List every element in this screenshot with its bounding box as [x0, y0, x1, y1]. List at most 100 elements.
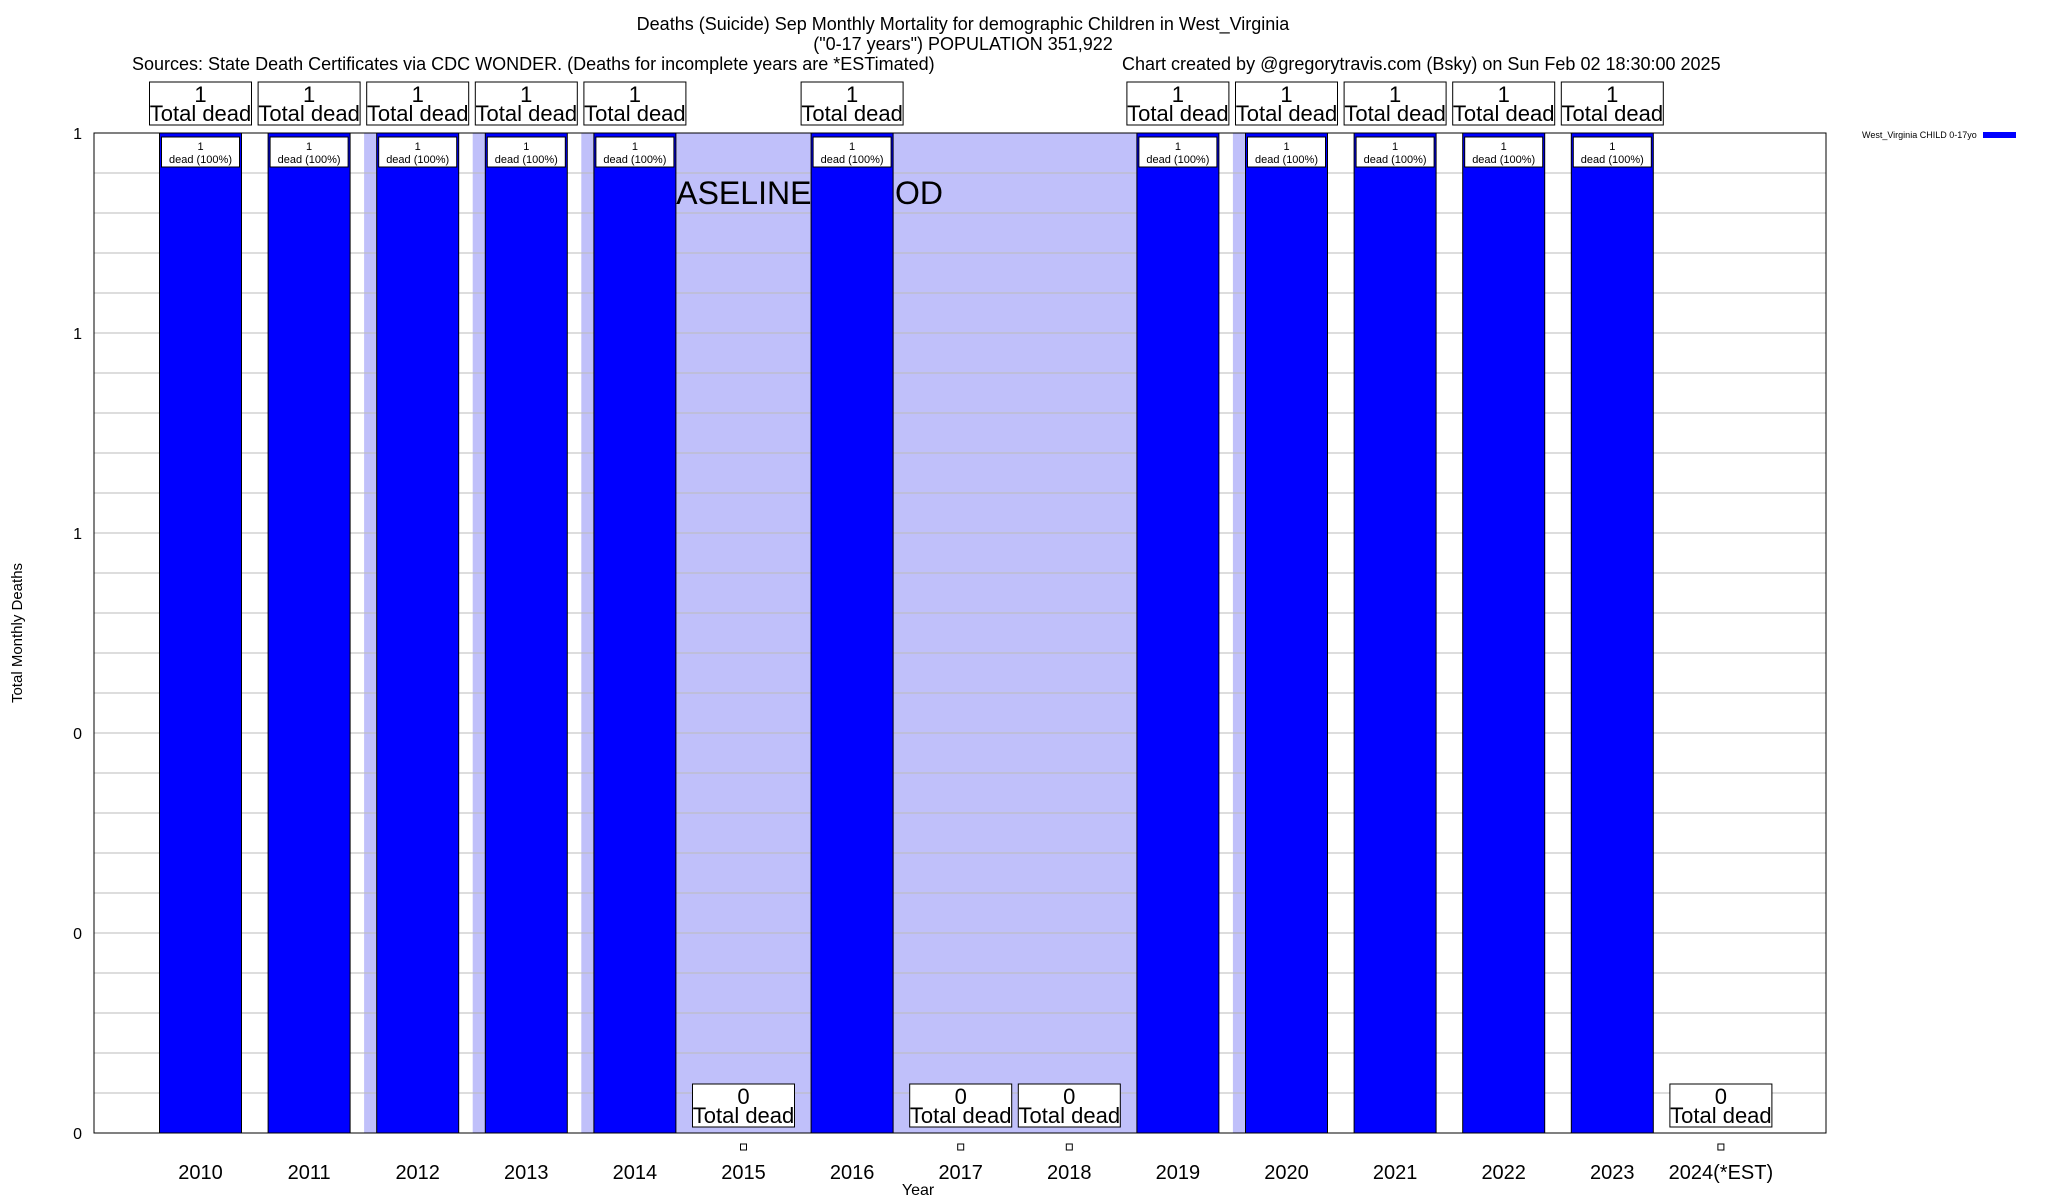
- bar-label-box: [1138, 136, 1218, 168]
- x-tick-label-2020: 2020: [1264, 1162, 1309, 1184]
- zero-marker-2018: [1065, 1143, 1073, 1151]
- x-tick-label-2022: 2022: [1481, 1162, 1526, 1184]
- total-label-text: Total dead: [1019, 1103, 1121, 1128]
- total-label-box: [1452, 81, 1556, 126]
- total-label-value: 1: [303, 82, 315, 107]
- bar-label-value: 1: [1175, 141, 1181, 153]
- total-label-box: [1235, 81, 1338, 126]
- bar-2016: [810, 132, 894, 1134]
- total-label-text: Total dead: [693, 1103, 795, 1128]
- total-label-box: [257, 81, 361, 126]
- bar-2020: [1245, 132, 1328, 1134]
- bar-label-value: 1: [1283, 141, 1289, 153]
- y-tick-label: 1: [73, 526, 82, 543]
- bar-2019: [1136, 132, 1220, 1134]
- total-label-value: 1: [1606, 82, 1618, 107]
- legend-swatch: [1982, 132, 2016, 138]
- bar-label-value: 1: [1609, 141, 1615, 153]
- bar-label-text: dead (100%): [1146, 154, 1209, 166]
- total-label-value: 1: [1498, 82, 1510, 107]
- bar-label-value: 1: [632, 141, 638, 153]
- chart-title: Deaths (Suicide) Sep Monthly Mortality f…: [636, 14, 1290, 34]
- bar-2021: [1353, 132, 1437, 1134]
- x-tick-label-2016: 2016: [830, 1162, 875, 1184]
- bar-label-box: [486, 136, 566, 168]
- bar-2011: [267, 132, 351, 1134]
- x-tick-label-2021: 2021: [1373, 1162, 1418, 1184]
- total-label-value: 1: [412, 82, 424, 107]
- total-label-text: Total dead: [584, 101, 686, 126]
- total-label-box: [800, 81, 904, 126]
- x-tick-label-2013: 2013: [504, 1162, 549, 1184]
- total-label-box: [1669, 1083, 1773, 1128]
- bar-label-box: [1572, 136, 1652, 168]
- total-label-text: Total dead: [910, 1103, 1012, 1128]
- plot-border: [93, 132, 1827, 1134]
- total-label-box: [1017, 1083, 1121, 1128]
- credit-note: Chart created by @gregorytravis.com (Bsk…: [1122, 54, 1721, 74]
- total-label-box: [366, 81, 470, 126]
- total-label-box: [1560, 81, 1664, 126]
- total-label-text: Total dead: [1670, 1103, 1772, 1128]
- bar-label-text: dead (100%): [495, 154, 558, 166]
- bar-label-text: dead (100%): [386, 154, 449, 166]
- bar-label-value: 1: [415, 141, 421, 153]
- zero-marker-2017: [957, 1143, 965, 1151]
- total-label-box: [149, 81, 252, 126]
- total-label-text: Total dead: [1344, 101, 1446, 126]
- total-label-value: 1: [846, 82, 858, 107]
- bar-label-box: [161, 136, 240, 168]
- legend-label: West_Virginia CHILD 0-17yo: [1862, 130, 1977, 140]
- bar-label-box: [595, 136, 675, 168]
- x-tick-label-2014: 2014: [613, 1162, 658, 1184]
- x-tick-label-2019: 2019: [1156, 1162, 1201, 1184]
- y-axis-label: Total Monthly Deaths: [9, 563, 26, 703]
- x-tick-label-2018: 2018: [1047, 1162, 1092, 1184]
- bar-label-text: dead (100%): [278, 154, 341, 166]
- baseline-shade: [675, 133, 1137, 1133]
- bar-label-box: [1464, 136, 1544, 168]
- total-label-box: [474, 81, 578, 126]
- bar-label-value: 1: [1392, 141, 1398, 153]
- total-label-value: 0: [955, 1084, 967, 1109]
- bar-2022: [1462, 132, 1546, 1134]
- bar-label-value: 1: [849, 141, 855, 153]
- total-label-box: [1343, 81, 1447, 126]
- y-tick-label: 0: [73, 926, 82, 943]
- bar-label-text: dead (100%): [169, 154, 232, 166]
- shade-strip-2: [581, 133, 594, 1133]
- sources-note: Sources: State Death Certificates via CD…: [132, 54, 935, 74]
- chart-subtitle: ("0-17 years") POPULATION 351,922: [813, 34, 1113, 54]
- bar-label-text: dead (100%): [1472, 154, 1535, 166]
- bar-label-value: 1: [306, 141, 312, 153]
- shade-strip-1: [472, 133, 486, 1133]
- shade-strip-3: [1232, 133, 1246, 1133]
- x-tick-label-2012: 2012: [395, 1162, 440, 1184]
- bar-2012: [376, 132, 460, 1134]
- bar-2010: [159, 132, 242, 1134]
- y-tick-label: 0: [73, 726, 82, 743]
- x-tick-label-2015: 2015: [721, 1162, 766, 1184]
- bar-label-box: [1355, 136, 1435, 168]
- total-label-value: 1: [1172, 82, 1184, 107]
- total-label-value: 1: [1389, 82, 1401, 107]
- bar-label-box: [1247, 136, 1326, 168]
- total-label-value: 1: [194, 82, 206, 107]
- total-label-text: Total dead: [367, 101, 469, 126]
- bar-label-value: 1: [1501, 141, 1507, 153]
